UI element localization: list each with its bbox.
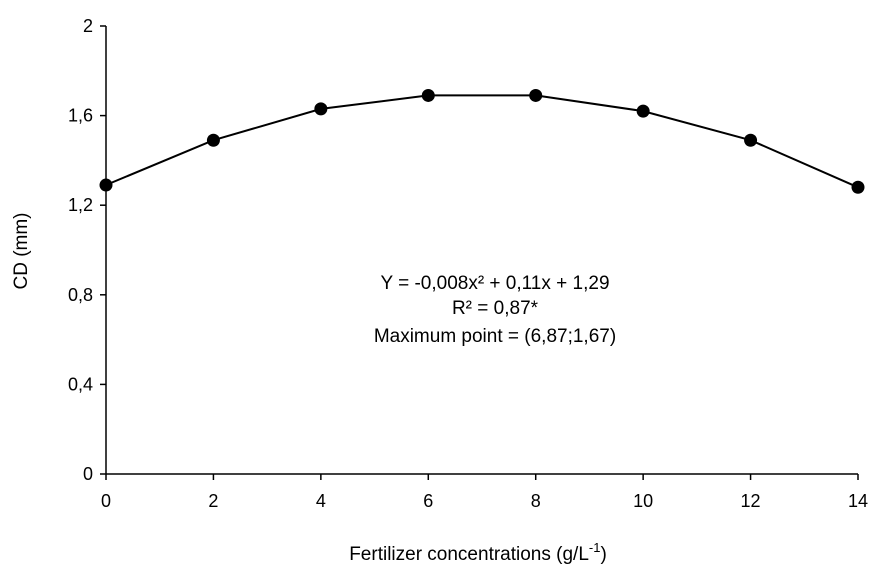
y-tick-label: 1,2 xyxy=(68,195,93,215)
x-tick-label: 14 xyxy=(848,491,868,511)
data-point xyxy=(851,180,865,194)
x-axis-ticks: 0 2 4 6 8 10 12 14 xyxy=(101,474,868,511)
data-series xyxy=(99,88,865,194)
y-axis-ticks: 0 0,4 0,8 1,2 1,6 2 xyxy=(68,16,106,484)
y-tick-label: 1,6 xyxy=(68,106,93,126)
regression-equation: Y = -0,008x² + 0,11x + 1,29 xyxy=(380,273,609,294)
x-tick-label: 2 xyxy=(208,491,218,511)
y-axis-title: CD (mm) xyxy=(11,212,32,289)
data-point xyxy=(744,133,758,147)
series-line xyxy=(105,94,859,189)
r-squared: R² = 0,87* xyxy=(452,298,539,319)
data-point xyxy=(314,102,328,116)
maximum-point: Maximum point = (6,87;1,67) xyxy=(374,326,616,347)
x-tick-label: 8 xyxy=(531,491,541,511)
y-tick-label: 0,4 xyxy=(68,374,93,394)
regression-annotation: Y = -0,008x² + 0,11x + 1,29 R² = 0,87* M… xyxy=(374,273,616,347)
data-point xyxy=(636,104,650,118)
x-tick-label: 12 xyxy=(741,491,761,511)
y-tick-label: 0,8 xyxy=(68,285,93,305)
axes xyxy=(105,26,858,475)
x-tick-label: 0 xyxy=(101,491,111,511)
y-tick-label: 0 xyxy=(83,464,93,484)
x-tick-label: 6 xyxy=(423,491,433,511)
y-tick-label: 2 xyxy=(83,16,93,36)
data-point xyxy=(529,88,543,102)
data-point xyxy=(421,88,435,102)
x-tick-label: 4 xyxy=(316,491,326,511)
x-tick-label: 10 xyxy=(633,491,653,511)
data-point xyxy=(206,133,220,147)
x-axis-title-superscript: -1 xyxy=(589,540,601,555)
x-axis-title-main: Fertilizer concentrations (g/L xyxy=(349,544,589,565)
x-axis-title-suffix: ) xyxy=(600,544,606,565)
x-axis-title: Fertilizer concentrations (g/L-1) xyxy=(349,540,607,565)
data-point xyxy=(99,178,113,192)
